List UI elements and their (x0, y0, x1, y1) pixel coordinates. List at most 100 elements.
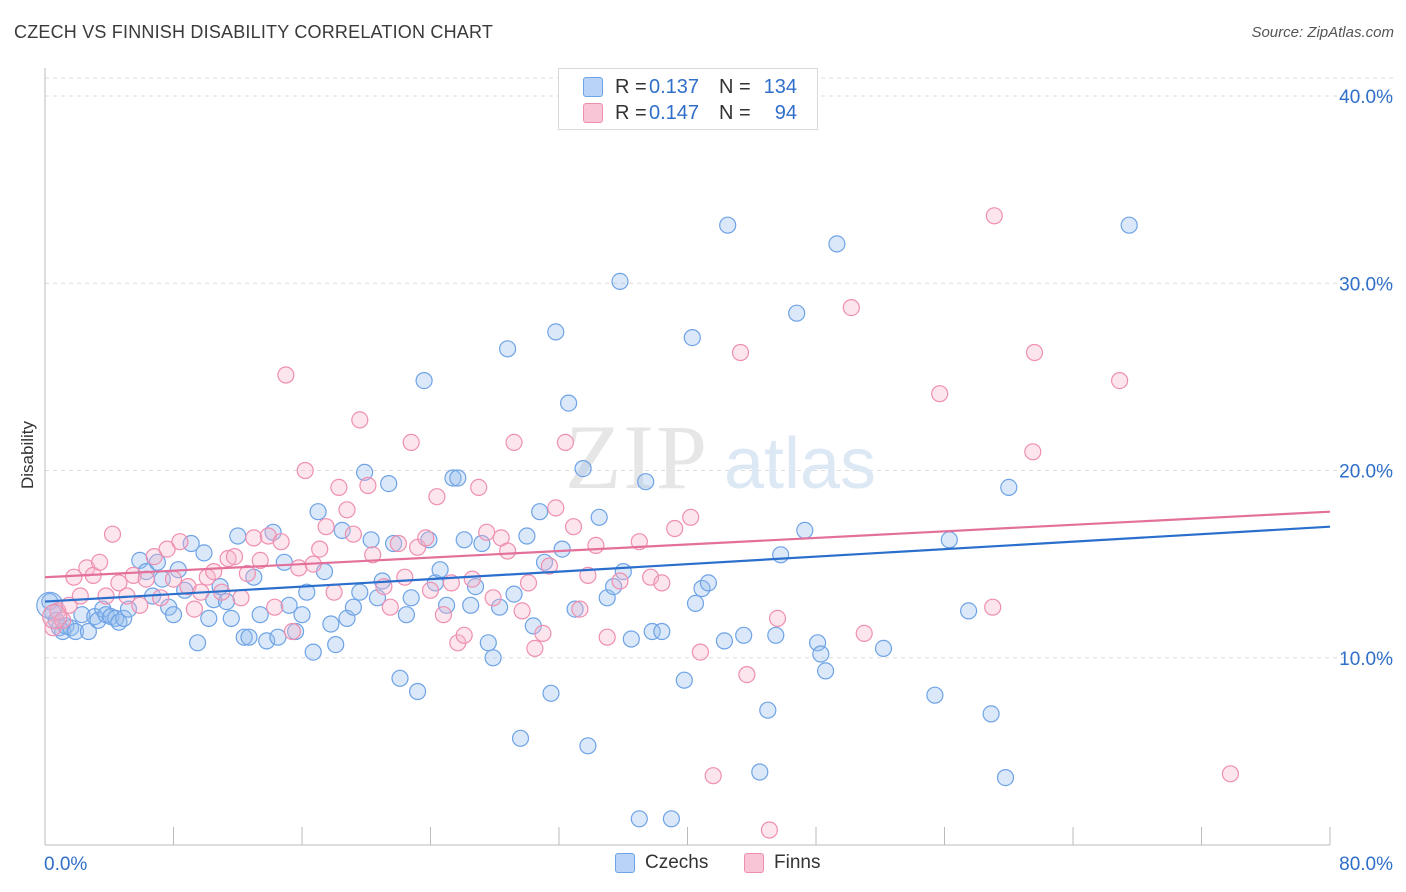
finns-point (855, 624, 873, 643)
x-tick-label: 0.0% (44, 854, 87, 875)
czechs-point (812, 645, 830, 663)
legend-label-finns: Finns (774, 852, 821, 873)
czechs-point (189, 634, 207, 652)
series-legend: Czechs Finns (0, 852, 1406, 878)
finns-point (71, 587, 89, 605)
finns-point (205, 562, 223, 581)
czechs-point (574, 460, 592, 478)
finns-point (598, 628, 616, 646)
finns-point (484, 589, 502, 607)
czechs-point (391, 669, 409, 687)
r-label: R = (615, 101, 647, 124)
czechs-point (796, 521, 814, 540)
finns-point (296, 461, 314, 480)
finns-point (556, 433, 575, 451)
czechs-point (735, 626, 753, 644)
czechs-point (772, 546, 790, 564)
czechs-point (505, 585, 523, 603)
czechs-point (115, 609, 133, 628)
czechs-point (940, 531, 958, 549)
czechs-point (402, 589, 420, 607)
czechs-point (767, 626, 785, 644)
czechs-point (66, 622, 85, 641)
y-tick-label: 20.0% (1339, 462, 1393, 483)
czechs-point (200, 609, 218, 628)
czechs-trendline (44, 525, 1331, 603)
stats-legend: R = 0.137 N = 134 R = 0.147 N = 94 (558, 68, 818, 130)
finns-point (219, 549, 237, 568)
finns-point (330, 478, 348, 496)
czechs-point (542, 684, 560, 702)
finns-point (266, 598, 284, 616)
czechs-point (686, 594, 705, 613)
finns-point (519, 574, 538, 592)
legend-item-czechs[interactable]: Czechs (615, 852, 708, 874)
finns-point (931, 385, 949, 403)
czechs-point (491, 598, 509, 616)
czechs-point (808, 634, 827, 652)
trendlines (44, 510, 1331, 603)
finns-point (641, 568, 660, 586)
czechs-point (327, 635, 345, 654)
finns-point (90, 553, 109, 571)
finns-point (704, 767, 722, 785)
czechs-point (788, 304, 806, 322)
y-tick-label: 10.0% (1339, 649, 1393, 670)
finns-point (428, 488, 446, 506)
finns-point (272, 533, 290, 551)
czechs-point (715, 632, 734, 650)
czechs-point (675, 671, 693, 689)
czechs-point (828, 235, 846, 253)
czechs-point (119, 600, 138, 618)
finns-point (434, 606, 452, 624)
czechs-point (531, 503, 549, 521)
legend-item-finns[interactable]: Finns (744, 852, 820, 874)
czechs-point (79, 622, 98, 641)
czechs-point (816, 662, 835, 680)
finns-point (283, 622, 301, 641)
finns-point (238, 564, 256, 583)
czechs-point (926, 686, 944, 704)
czechs-point (293, 606, 311, 624)
finns-point (251, 551, 269, 570)
finns-point (564, 518, 583, 536)
finns-point (571, 600, 589, 618)
finns-point (290, 559, 308, 577)
finns-point (185, 600, 203, 618)
finns-point (653, 574, 671, 592)
czechs-point (322, 615, 340, 633)
czechs-point (240, 628, 258, 646)
czechs-point (653, 622, 671, 641)
finns-point (691, 643, 710, 661)
finns-point (245, 529, 263, 547)
czechs-point (611, 272, 629, 290)
czechs-point (235, 628, 253, 646)
finns-point (124, 566, 142, 585)
finns-point (402, 433, 420, 451)
czechs-point (280, 596, 298, 614)
finns-point (505, 433, 523, 451)
source-label: Source: ZipAtlas.com (1251, 24, 1394, 41)
y-tick-labels: 10.0% 20.0% 30.0% 40.0% (1339, 87, 1393, 670)
finns-point (1024, 443, 1042, 461)
watermark-atlas: atlas (724, 424, 876, 504)
finns-point (232, 589, 250, 607)
finns-point (1221, 765, 1240, 783)
stats-legend-row-czechs: R = 0.137 N = 134 (583, 75, 797, 99)
czechs-point (719, 216, 737, 234)
r-label: R = (615, 75, 647, 98)
axes (44, 68, 1331, 846)
finns-point (478, 523, 496, 541)
finns-swatch-icon (583, 103, 603, 123)
finns-point-cluster (42, 603, 68, 630)
watermark-zip: ZIP (565, 406, 709, 508)
czechs-point (275, 553, 293, 571)
finns-point (455, 626, 473, 644)
finns-point (110, 574, 128, 592)
czechs-point (333, 521, 351, 540)
czechs-point (662, 810, 681, 828)
finns-point (158, 540, 176, 558)
finns-point (513, 602, 531, 620)
finns-trendline (44, 510, 1331, 579)
